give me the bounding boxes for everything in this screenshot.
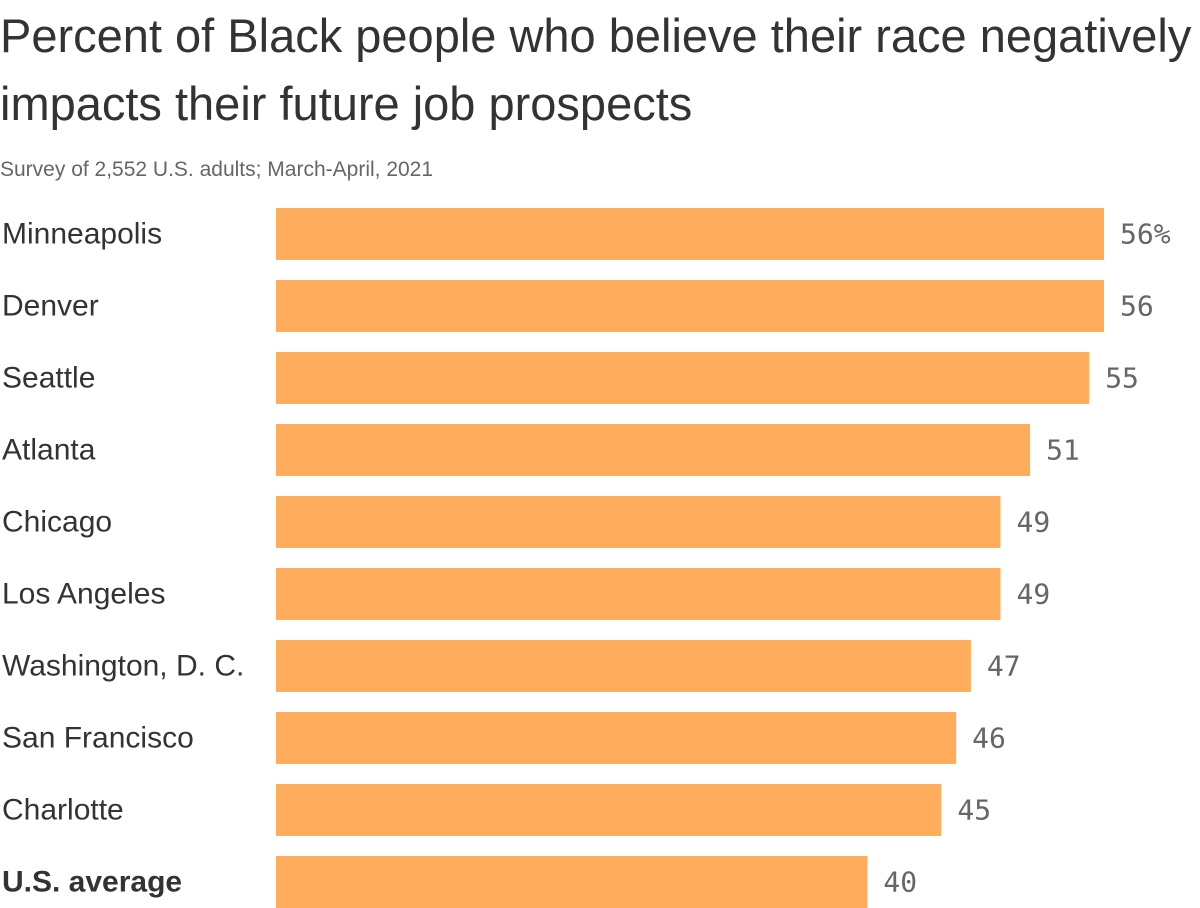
category-label-los-angeles: Los Angeles [2,578,165,611]
category-label-atlanta: Atlanta [2,434,96,467]
value-label-san-francisco: 46 [972,722,1006,755]
bars-group [276,208,1104,908]
bar-washington-d-c [276,640,971,692]
value-label-washington-d-c: 47 [987,650,1021,683]
bar-u-s-average [276,856,868,908]
value-label-chicago: 49 [1017,506,1051,539]
value-label-atlanta: 51 [1046,434,1080,467]
bar-chicago [276,496,1001,548]
bar-denver [276,280,1104,332]
category-label-denver: Denver [2,290,99,323]
category-labels-group: Minneapolis Denver Seattle Atlanta Chicago Lo… [2,218,244,899]
category-label-charlotte: Charlotte [2,794,124,827]
value-label-minneapolis: 56% [1120,218,1171,251]
value-label-seattle: 55 [1105,362,1139,395]
category-label-seattle: Seattle [2,362,95,395]
category-label-u-s-average: U.S. average [2,866,182,899]
bar-san-francisco [276,712,957,764]
value-labels-group: 56% 56 55 51 49 49 47 46 45 40 [883,218,1170,899]
bar-atlanta [276,424,1031,476]
bar-seattle [276,352,1090,404]
value-label-u-s-average: 40 [883,866,917,899]
value-label-los-angeles: 49 [1017,578,1051,611]
chart-subtitle: Survey of 2,552 U.S. adults; March-April… [0,158,434,181]
bar-los-angeles [276,568,1001,620]
category-label-washington-d-c: Washington, D. C. [2,650,244,683]
bar-charlotte [276,784,942,836]
value-label-charlotte: 45 [957,794,991,827]
bar-minneapolis [276,208,1104,260]
category-label-san-francisco: San Francisco [2,722,194,755]
category-label-chicago: Chicago [2,506,112,539]
chart-title: Percent of Black people who believe thei… [0,9,1192,130]
category-label-minneapolis: Minneapolis [2,218,162,251]
value-label-denver: 56 [1120,290,1154,323]
